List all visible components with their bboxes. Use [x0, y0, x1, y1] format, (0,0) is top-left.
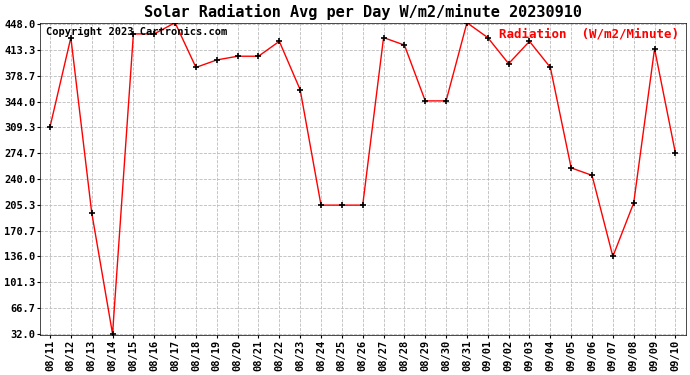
- Radiation  (W/m2/Minute): [233, 54, 242, 58]
- Radiation  (W/m2/Minute): [609, 254, 617, 259]
- Radiation  (W/m2/Minute): [317, 203, 325, 207]
- Radiation  (W/m2/Minute): [150, 32, 159, 36]
- Radiation  (W/m2/Minute): [359, 203, 367, 207]
- Radiation  (W/m2/Minute): [442, 99, 451, 103]
- Radiation  (W/m2/Minute): [421, 99, 429, 103]
- Radiation  (W/m2/Minute): [671, 151, 680, 155]
- Radiation  (W/m2/Minute): [588, 173, 596, 178]
- Text: Copyright 2023 Cartronics.com: Copyright 2023 Cartronics.com: [46, 27, 227, 38]
- Radiation  (W/m2/Minute): [296, 87, 304, 92]
- Radiation  (W/m2/Minute): [67, 35, 75, 40]
- Radiation  (W/m2/Minute): [192, 65, 200, 70]
- Radiation  (W/m2/Minute): [213, 58, 221, 62]
- Title: Solar Radiation Avg per Day W/m2/minute 20230910: Solar Radiation Avg per Day W/m2/minute …: [144, 4, 582, 20]
- Radiation  (W/m2/Minute): [463, 21, 471, 25]
- Radiation  (W/m2/Minute): [380, 35, 388, 40]
- Radiation  (W/m2/Minute): [337, 203, 346, 207]
- Radiation  (W/m2/Minute): [88, 210, 96, 215]
- Radiation  (W/m2/Minute): [504, 62, 513, 66]
- Radiation  (W/m2/Minute): [46, 125, 54, 129]
- Radiation  (W/m2/Minute): [255, 54, 263, 58]
- Radiation  (W/m2/Minute): [171, 21, 179, 25]
- Radiation  (W/m2/Minute): [108, 332, 117, 336]
- Radiation  (W/m2/Minute): [400, 43, 408, 47]
- Radiation  (W/m2/Minute): [546, 65, 555, 70]
- Line: Radiation  (W/m2/Minute): Radiation (W/m2/Minute): [47, 20, 678, 337]
- Radiation  (W/m2/Minute): [651, 46, 659, 51]
- Radiation  (W/m2/Minute): [275, 39, 284, 44]
- Text: Radiation  (W/m2/Minute): Radiation (W/m2/Minute): [500, 27, 680, 40]
- Radiation  (W/m2/Minute): [484, 35, 492, 40]
- Radiation  (W/m2/Minute): [129, 32, 137, 36]
- Radiation  (W/m2/Minute): [567, 166, 575, 170]
- Radiation  (W/m2/Minute): [629, 201, 638, 205]
- Radiation  (W/m2/Minute): [525, 39, 533, 44]
